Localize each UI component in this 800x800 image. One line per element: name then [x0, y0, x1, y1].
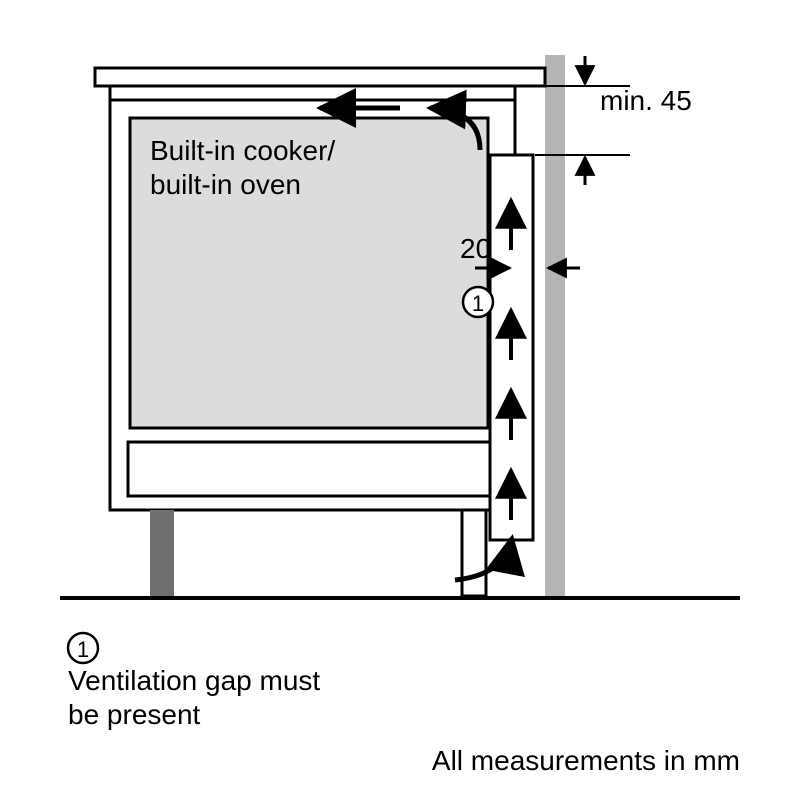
- footnote-line1: Ventilation gap must: [68, 665, 320, 696]
- ref-number-diagram: 1: [472, 291, 484, 316]
- appliance-label-line1: Built-in cooker/: [150, 135, 335, 166]
- installation-diagram: Built-in cooker/ built-in oven min. 45 2…: [0, 0, 800, 800]
- caption: All measurements in mm: [432, 745, 740, 776]
- ref-number-footnote: 1: [77, 637, 89, 662]
- footnote-line2: be present: [68, 699, 201, 730]
- dim-top-label: min. 45: [600, 85, 692, 116]
- drawer: [128, 442, 490, 496]
- cooktop: [95, 68, 545, 86]
- leg-right: [462, 510, 486, 596]
- dim-gap-label: 20: [460, 233, 491, 264]
- appliance-label-line2: built-in oven: [150, 169, 301, 200]
- leg-left: [150, 510, 174, 596]
- wall: [545, 55, 565, 598]
